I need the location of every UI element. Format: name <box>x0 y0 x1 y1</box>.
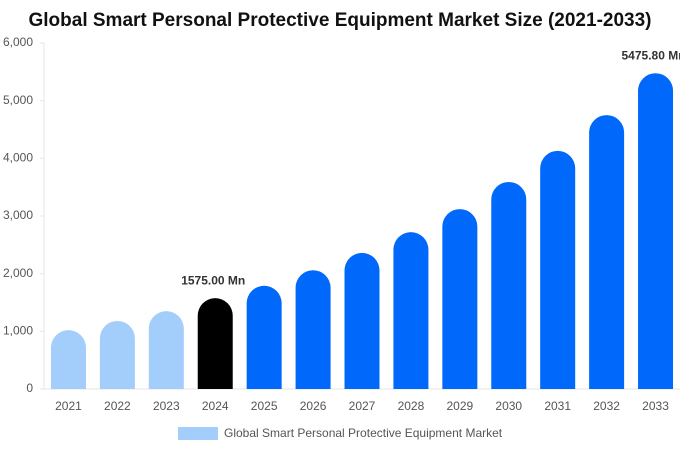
y-tick-label: 0 <box>26 381 33 395</box>
x-tick-label: 2025 <box>251 399 278 413</box>
data-label: 5475.80 Mn <box>622 48 680 62</box>
data-label: 1575.00 Mn <box>181 273 245 287</box>
y-tick-label: 2,000 <box>3 266 33 280</box>
y-tick-label: 5,000 <box>3 93 33 107</box>
bar <box>50 330 86 389</box>
x-tick-label: 2033 <box>642 399 669 413</box>
x-tick-label: 2024 <box>202 399 229 413</box>
bar <box>246 285 282 389</box>
y-tick-label: 6,000 <box>3 35 33 49</box>
x-tick-label: 2029 <box>446 399 473 413</box>
legend-label: Global Smart Personal Protective Equipme… <box>224 426 503 440</box>
bar <box>589 115 625 390</box>
x-tick-label: 2028 <box>398 399 425 413</box>
x-tick-label: 2030 <box>495 399 522 413</box>
bar <box>491 181 527 389</box>
y-tick-label: 3,000 <box>3 208 33 222</box>
x-tick-label: 2022 <box>104 399 131 413</box>
x-tick-label: 2026 <box>300 399 327 413</box>
bar <box>99 320 135 389</box>
bar <box>295 270 331 389</box>
bar <box>344 252 380 389</box>
bar <box>638 73 674 389</box>
y-tick-label: 1,000 <box>3 324 33 338</box>
x-tick-label: 2032 <box>593 399 620 413</box>
y-tick-label: 4,000 <box>3 151 33 165</box>
bar <box>393 232 429 389</box>
bar <box>148 311 184 389</box>
bar <box>540 150 576 389</box>
x-tick-label: 2031 <box>544 399 571 413</box>
bar <box>442 209 478 389</box>
x-tick-label: 2021 <box>55 399 82 413</box>
x-tick-label: 2027 <box>349 399 376 413</box>
x-tick-label: 2023 <box>153 399 180 413</box>
bar <box>197 298 233 389</box>
chart-title: Global Smart Personal Protective Equipme… <box>28 10 651 31</box>
legend-swatch <box>178 427 218 440</box>
